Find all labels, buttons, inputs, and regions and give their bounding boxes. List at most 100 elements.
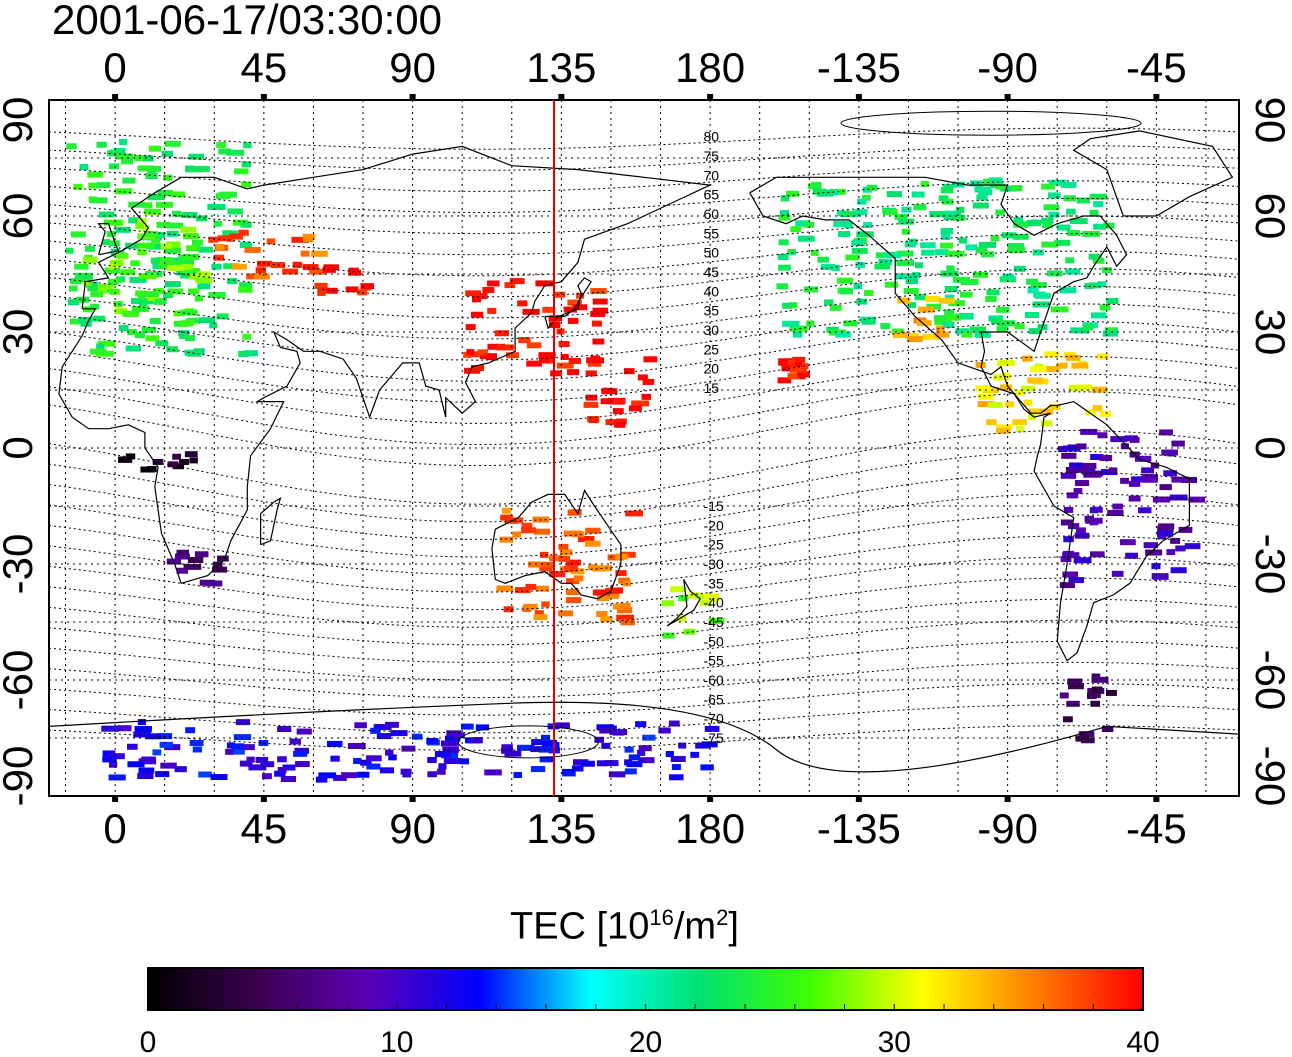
tec-sample <box>499 536 514 543</box>
tec-sample <box>917 306 935 313</box>
tec-sample <box>142 291 160 298</box>
tec-sample <box>952 214 966 221</box>
magnetic-latitude-contour <box>49 619 1239 663</box>
tec-sample <box>1093 201 1104 208</box>
magnetic-latitude-label: 20 <box>704 361 720 377</box>
tec-sample <box>1027 408 1040 415</box>
magnetic-latitude-label: 70 <box>704 167 720 183</box>
tec-sample <box>401 745 416 752</box>
tec-sample <box>792 331 803 338</box>
tec-sample <box>145 733 162 740</box>
tec-sample <box>920 180 930 187</box>
y-tick-label-right: 60 <box>1247 193 1292 240</box>
tec-sample <box>906 336 923 343</box>
tec-sample <box>866 184 878 191</box>
tec-sample <box>113 300 123 307</box>
tec-sample <box>109 288 120 295</box>
tec-sample <box>554 291 566 298</box>
tec-sample <box>101 239 111 246</box>
frame-tick <box>558 94 565 100</box>
tec-sample <box>596 595 610 602</box>
tec-sample <box>137 293 146 300</box>
tec-sample <box>166 222 184 229</box>
tec-sample <box>188 153 205 160</box>
tec-sample <box>277 766 287 773</box>
tec-sample <box>1027 377 1043 384</box>
tec-sample <box>616 614 634 621</box>
tec-sample <box>806 320 815 327</box>
tec-sample <box>127 329 138 336</box>
tec-sample <box>1072 465 1088 472</box>
tec-sample <box>426 737 439 744</box>
tec-sample <box>934 249 949 256</box>
tec-sample <box>1089 209 1099 216</box>
magnetic-latitude-contour <box>49 725 1239 751</box>
tec-sample <box>658 727 671 734</box>
magnetic-latitude-contour <box>49 391 1239 467</box>
tec-sample <box>535 280 554 287</box>
tec-sample <box>148 145 162 152</box>
tec-sample <box>180 226 197 233</box>
tec-sample <box>103 219 121 226</box>
tec-sample <box>138 767 155 774</box>
tec-sample <box>622 580 632 587</box>
tec-sample <box>1063 506 1074 513</box>
tec-sample <box>986 289 1000 296</box>
tec-sample <box>567 317 579 324</box>
tec-sample <box>233 734 252 741</box>
tec-sample <box>1108 467 1118 474</box>
tec-sample <box>163 291 174 298</box>
tec-sample <box>1004 401 1015 408</box>
tec-sample <box>347 742 366 749</box>
x-tick-label-top: -135 <box>817 44 901 91</box>
tec-sample <box>969 326 987 333</box>
tec-sample <box>935 331 950 338</box>
tec-sample <box>1038 408 1054 415</box>
tec-sample <box>239 241 252 248</box>
tec-sample <box>817 256 829 263</box>
tec-sample <box>143 202 153 209</box>
tec-sample <box>66 143 77 150</box>
tec-sample <box>1089 692 1101 699</box>
magnetic-latitude-label: 80 <box>704 129 720 145</box>
tec-sample <box>187 556 204 563</box>
tec-sample <box>482 286 495 293</box>
magnetic-latitude-label: -30 <box>704 556 724 572</box>
tec-sample <box>231 743 245 750</box>
tec-sample <box>137 249 148 256</box>
tec-sample <box>135 290 148 297</box>
tec-sample <box>225 748 234 755</box>
coastlines <box>49 130 1239 773</box>
magnetic-latitude-contour <box>49 162 1239 192</box>
tec-sample <box>233 748 245 755</box>
tec-sample <box>155 771 170 778</box>
tec-sample <box>194 551 209 558</box>
tec-sample <box>1175 545 1186 552</box>
tec-sample <box>218 148 232 155</box>
magnetic-latitude-contour <box>49 598 1239 646</box>
tec-sample <box>588 417 599 424</box>
tec-sample <box>128 217 141 224</box>
magnetic-latitude-label: 75 <box>704 148 720 164</box>
tec-sample <box>1170 537 1181 544</box>
tec-sample <box>357 289 368 296</box>
right-latitude-axis: 90 60 30 0 -30 -60 -90 <box>1247 97 1292 807</box>
tec-sample <box>127 743 138 750</box>
tec-sample <box>500 747 514 754</box>
tec-sample <box>496 344 514 351</box>
tec-sample <box>558 555 571 562</box>
tec-sample <box>974 331 991 338</box>
tec-sample <box>1099 304 1111 311</box>
tec-sample <box>90 291 104 298</box>
tec-sample <box>1082 324 1094 331</box>
tec-sample <box>1007 247 1026 254</box>
y-tick-label-right: -30 <box>1247 534 1292 595</box>
tec-sample <box>149 318 161 325</box>
tec-sample <box>209 322 218 329</box>
tec-sample <box>1033 291 1046 298</box>
tec-sample <box>181 212 198 219</box>
tec-sample <box>688 592 700 599</box>
magnetic-latitude-contour <box>49 197 1239 235</box>
tec-sample <box>835 331 851 338</box>
tec-sample <box>516 744 535 751</box>
